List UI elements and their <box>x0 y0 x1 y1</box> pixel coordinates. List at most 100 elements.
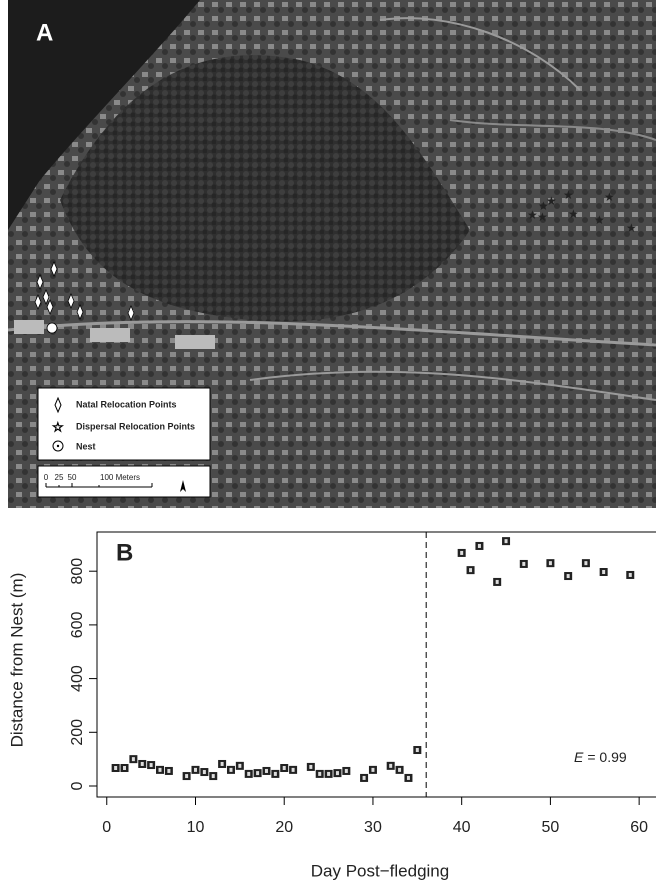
panel-label: B <box>116 539 133 566</box>
point-center <box>398 768 401 772</box>
point-group <box>626 571 634 579</box>
point-group <box>183 772 191 780</box>
point-center <box>150 763 153 767</box>
point-group <box>325 770 333 778</box>
point-center <box>283 766 286 770</box>
legend-label: Dispersal Relocation Points <box>76 421 195 431</box>
legend-label: Natal Relocation Points <box>76 399 177 409</box>
point-group <box>404 774 412 782</box>
point-center <box>318 772 321 776</box>
point-center <box>265 769 268 773</box>
scale-label: 0 <box>44 473 49 482</box>
point-center <box>167 769 170 773</box>
point-center <box>292 768 295 772</box>
point-center <box>336 771 339 775</box>
x-axis-title: Day Post−fledging <box>311 861 449 880</box>
point-center <box>185 774 188 778</box>
x-tick-label: 60 <box>630 819 648 836</box>
point-group <box>254 769 262 777</box>
point-center <box>327 772 330 776</box>
point-center <box>371 768 374 772</box>
plot-area <box>112 532 635 797</box>
point-center <box>478 544 481 548</box>
point-group <box>191 766 199 774</box>
annotation-variable: E <box>574 749 584 765</box>
annotation: E= 0.99 <box>574 749 627 765</box>
point-group <box>582 559 590 567</box>
svg-text:★: ★ <box>594 213 605 227</box>
svg-text:★: ★ <box>563 188 574 202</box>
point-center <box>158 768 161 772</box>
point-group <box>209 772 217 780</box>
point-center <box>114 766 117 770</box>
point-center <box>238 764 241 768</box>
annotation-text: = 0.99 <box>587 749 627 765</box>
point-group <box>475 542 483 550</box>
point-center <box>247 772 250 776</box>
x-tick-label: 20 <box>275 819 293 836</box>
point-center <box>389 764 392 768</box>
point-center <box>567 574 570 578</box>
point-center <box>460 551 463 555</box>
point-group <box>147 761 155 769</box>
point-center <box>309 765 312 769</box>
point-group <box>360 774 368 782</box>
point-center <box>469 568 472 572</box>
point-group <box>600 568 608 576</box>
point-center <box>221 762 224 766</box>
svg-text:☆: ☆ <box>52 419 64 434</box>
point-group <box>546 559 554 567</box>
point-group <box>520 560 528 568</box>
point-center <box>416 748 419 752</box>
point-group <box>112 764 120 772</box>
y-tick-label: 200 <box>69 719 86 746</box>
point-center <box>141 762 144 766</box>
y-axis-title: Distance from Nest (m) <box>7 573 26 748</box>
svg-text:★: ★ <box>568 207 579 221</box>
point-center <box>194 768 197 772</box>
point-group <box>467 566 475 574</box>
point-group <box>458 549 466 557</box>
y-tick-label: 0 <box>69 781 86 790</box>
point-group <box>227 766 235 774</box>
aerial-map: ★★★ ★★★ ★★★ A ☆ Natal Relocation Points … <box>8 0 656 508</box>
point-group <box>333 769 341 777</box>
point-center <box>274 772 277 776</box>
point-center <box>345 769 348 773</box>
point-center <box>229 768 232 772</box>
x-tick-label: 0 <box>102 819 111 836</box>
point-group <box>165 767 173 775</box>
scale-label: 100 Meters <box>100 473 140 482</box>
point-group <box>200 768 208 776</box>
point-group <box>129 755 137 763</box>
point-center <box>584 561 587 565</box>
point-group <box>502 537 510 545</box>
point-group <box>262 767 270 775</box>
point-center <box>522 562 525 566</box>
point-group <box>396 766 404 774</box>
point-center <box>363 776 366 780</box>
y-tick-label: 400 <box>69 665 86 692</box>
legend-label: Nest <box>76 441 96 451</box>
x-tick-label: 50 <box>542 819 560 836</box>
point-center <box>602 570 605 574</box>
point-center <box>123 766 126 770</box>
svg-text:★: ★ <box>604 190 615 204</box>
point-group <box>280 764 288 772</box>
plot-frame <box>97 532 656 797</box>
point-center <box>407 776 410 780</box>
y-tick-label: 600 <box>69 611 86 638</box>
point-center <box>132 757 135 761</box>
point-group <box>271 770 279 778</box>
point-group <box>342 767 350 775</box>
point-group <box>156 766 164 774</box>
scale-label: 50 <box>68 473 77 482</box>
point-center <box>549 561 552 565</box>
point-center <box>629 573 632 577</box>
svg-text:★: ★ <box>537 210 548 224</box>
x-tick-label: 40 <box>453 819 471 836</box>
svg-text:★: ★ <box>626 221 637 235</box>
figure: ★★★ ★★★ ★★★ A ☆ Natal Relocation Points … <box>0 0 656 884</box>
point-group <box>307 763 315 771</box>
point-group <box>289 766 297 774</box>
